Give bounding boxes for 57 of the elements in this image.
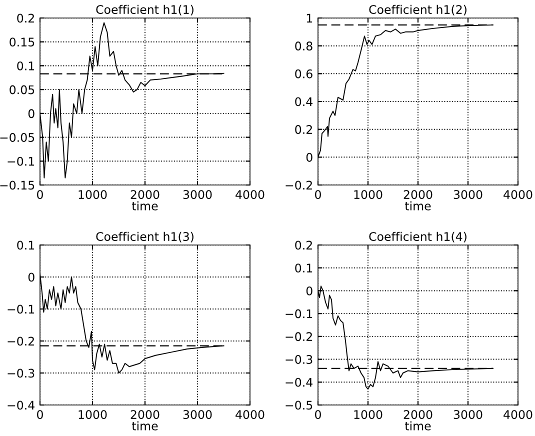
x-tick-label: 0 xyxy=(37,190,43,199)
y-tick-label: 0.2 xyxy=(295,125,312,134)
chart-title: Coefficient h1(4) xyxy=(369,232,466,242)
x-tick-label: 2000 xyxy=(130,190,160,199)
y-tick-label: 0.1 xyxy=(17,240,34,250)
y-tick-label: −0.1 xyxy=(286,309,312,318)
y-tick-label: 0.1 xyxy=(295,264,312,273)
x-tick-label: 1000 xyxy=(354,410,382,419)
y-tick-label: 0.6 xyxy=(295,69,312,78)
y-tick-label: 0.2 xyxy=(17,14,34,23)
y-tick-label: −0.3 xyxy=(8,368,34,378)
y-tick-label: 0 xyxy=(306,152,312,162)
x-axis-title: time xyxy=(132,421,158,430)
x-tick-label: 2000 xyxy=(404,190,432,199)
chart-title: Coefficient h1(1) xyxy=(96,4,194,16)
y-tick-label: −0.3 xyxy=(286,355,312,364)
y-tick-label: 0.1 xyxy=(17,61,34,70)
y-tick-label: 0.2 xyxy=(295,240,312,250)
y-tick-label: −0.1 xyxy=(8,156,34,166)
x-tick-label: 4000 xyxy=(236,190,264,199)
x-axis-title: time xyxy=(404,421,431,430)
y-tick-label: −0.2 xyxy=(8,336,34,346)
x-tick-label: 0 xyxy=(37,410,43,419)
x-tick-label: 3000 xyxy=(454,410,482,419)
y-tick-label: −0.05 xyxy=(0,133,34,142)
x-tick-label: 0 xyxy=(315,410,321,419)
y-tick-label: −0.5 xyxy=(286,400,312,410)
y-tick-label: 0.8 xyxy=(295,42,312,50)
x-tick-label: 3000 xyxy=(183,190,212,199)
x-axis-title: time xyxy=(132,201,158,210)
x-tick-label: 2000 xyxy=(130,410,160,419)
x-tick-label: 1000 xyxy=(78,190,107,199)
x-tick-label: 3000 xyxy=(454,190,482,199)
y-tick-label: −0.4 xyxy=(8,400,34,410)
chart-title: Coefficient h1(2) xyxy=(369,4,466,16)
x-axis-title: time xyxy=(404,201,431,210)
chart-title: Coefficient h1(3) xyxy=(96,232,194,242)
y-tick-label: 0 xyxy=(28,109,34,118)
x-tick-label: 4000 xyxy=(236,410,264,419)
y-tick-label: −0.15 xyxy=(0,180,34,190)
x-tick-label: 3000 xyxy=(183,410,212,419)
y-tick-label: −0.1 xyxy=(8,304,34,314)
y-tick-label: −0.2 xyxy=(286,180,312,190)
x-tick-label: 1000 xyxy=(78,410,107,419)
y-tick-label: 0.4 xyxy=(295,97,312,106)
y-tick-label: 0.15 xyxy=(10,38,34,47)
y-tick-label: 1 xyxy=(306,14,312,22)
y-tick-label: −0.4 xyxy=(286,378,312,387)
x-tick-label: 4000 xyxy=(504,190,532,199)
x-tick-label: 0 xyxy=(315,190,321,199)
x-tick-label: 4000 xyxy=(504,410,532,419)
y-tick-label: 0 xyxy=(306,286,312,296)
y-tick-label: −0.2 xyxy=(286,332,312,342)
x-tick-label: 2000 xyxy=(404,410,432,419)
y-tick-label: 0.05 xyxy=(10,85,34,94)
y-tick-label: 0 xyxy=(28,272,34,282)
x-tick-label: 1000 xyxy=(354,190,382,199)
